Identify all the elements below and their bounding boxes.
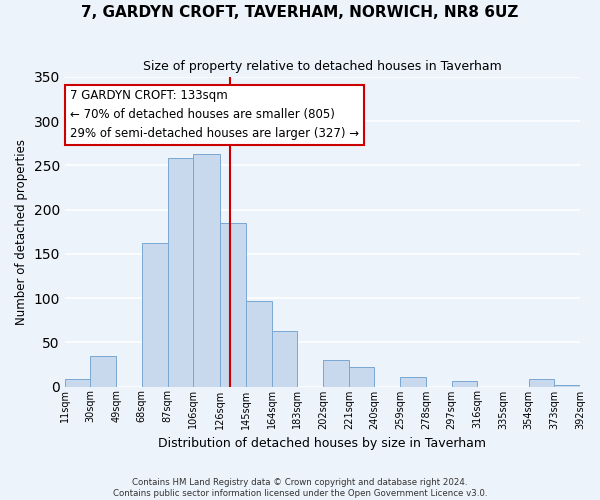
Bar xyxy=(554,384,580,386)
Bar xyxy=(323,360,349,386)
Title: Size of property relative to detached houses in Taverham: Size of property relative to detached ho… xyxy=(143,60,502,73)
Text: 7 GARDYN CROFT: 133sqm
← 70% of detached houses are smaller (805)
29% of semi-de: 7 GARDYN CROFT: 133sqm ← 70% of detached… xyxy=(70,90,359,140)
Bar xyxy=(193,154,220,386)
Bar xyxy=(529,378,554,386)
X-axis label: Distribution of detached houses by size in Taverham: Distribution of detached houses by size … xyxy=(158,437,487,450)
Bar xyxy=(220,223,246,386)
Bar xyxy=(246,300,272,386)
Bar xyxy=(167,158,193,386)
Bar xyxy=(272,331,298,386)
Y-axis label: Number of detached properties: Number of detached properties xyxy=(15,138,28,324)
Text: Contains HM Land Registry data © Crown copyright and database right 2024.
Contai: Contains HM Land Registry data © Crown c… xyxy=(113,478,487,498)
Bar xyxy=(142,243,167,386)
Bar xyxy=(349,367,374,386)
Bar xyxy=(400,377,426,386)
Text: 7, GARDYN CROFT, TAVERHAM, NORWICH, NR8 6UZ: 7, GARDYN CROFT, TAVERHAM, NORWICH, NR8 … xyxy=(82,5,518,20)
Bar xyxy=(91,356,116,386)
Bar xyxy=(65,378,91,386)
Bar xyxy=(452,381,477,386)
